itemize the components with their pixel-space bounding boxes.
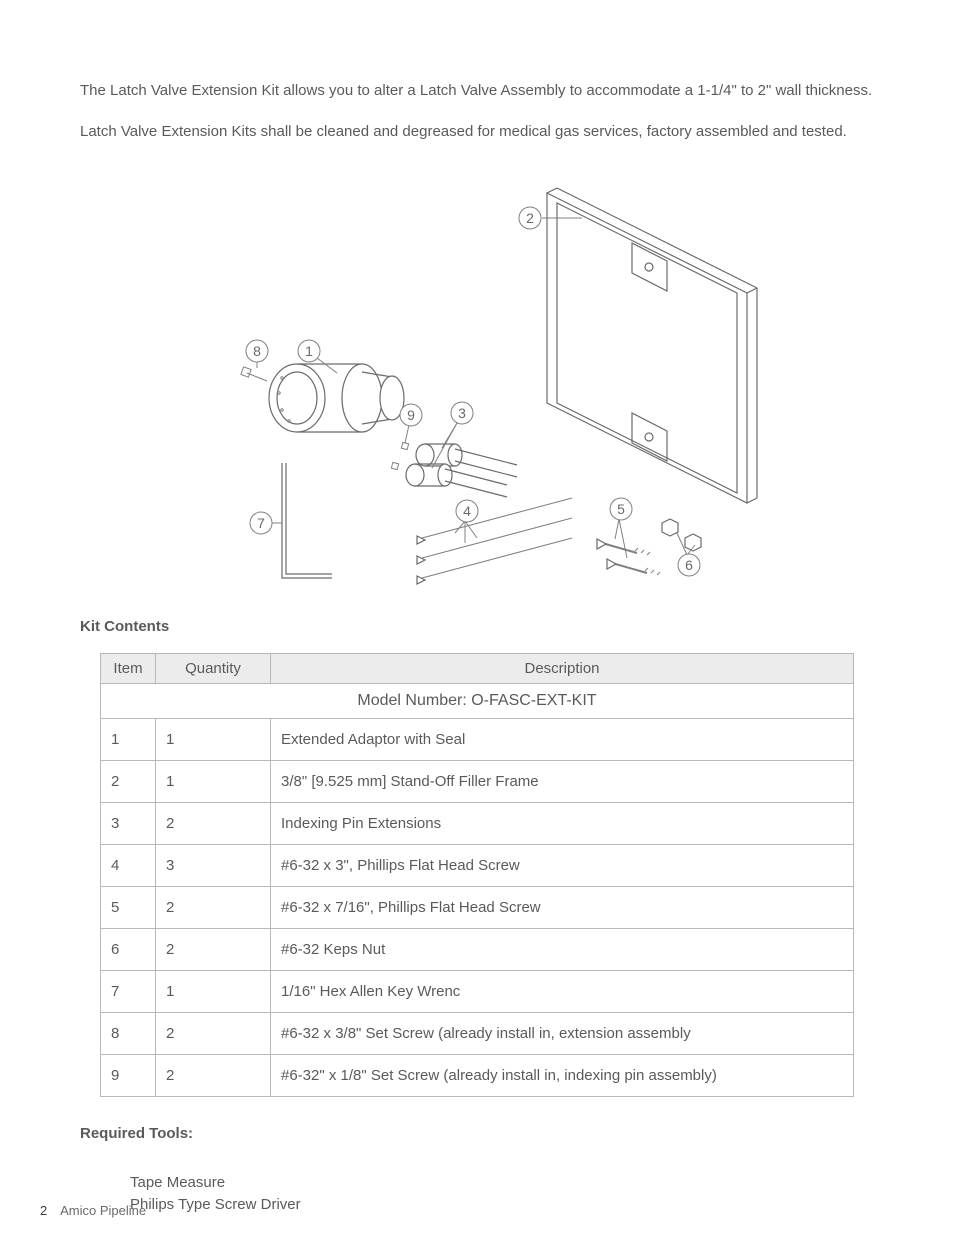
cell-desc: Extended Adaptor with Seal: [271, 719, 854, 761]
callout-4: 4: [463, 503, 471, 519]
exploded-diagram-container: 2 1 8 3 9 4: [60, 163, 894, 593]
cell-item: 9: [101, 1055, 156, 1097]
exploded-diagram: 2 1 8 3 9 4: [187, 163, 767, 593]
intro-block: The Latch Valve Extension Kit allows you…: [60, 80, 894, 143]
cell-qty: 2: [156, 1055, 271, 1097]
table-row: 6 2 #6-32 Keps Nut: [101, 929, 854, 971]
tool-item: Tape Measure: [130, 1172, 894, 1194]
cell-qty: 2: [156, 1013, 271, 1055]
cell-qty: 1: [156, 761, 271, 803]
cell-item: 1: [101, 719, 156, 761]
table-row: 2 1 3/8" [9.525 mm] Stand-Off Filler Fra…: [101, 761, 854, 803]
cell-desc: 3/8" [9.525 mm] Stand-Off Filler Frame: [271, 761, 854, 803]
callout-5: 5: [617, 501, 625, 517]
intro-paragraph-1: The Latch Valve Extension Kit allows you…: [60, 80, 894, 103]
table-row: 1 1 Extended Adaptor with Seal: [101, 719, 854, 761]
table-row: 7 1 1/16" Hex Allen Key Wrenc: [101, 971, 854, 1013]
required-tools-list: Tape Measure Philips Type Screw Driver: [60, 1160, 894, 1216]
intro-paragraph-2: Latch Valve Extension Kits shall be clea…: [60, 121, 894, 144]
cell-item: 6: [101, 929, 156, 971]
col-header-item: Item: [101, 654, 156, 684]
kit-contents-heading: Kit Contents: [80, 618, 894, 635]
cell-desc: #6-32 x 7/16", Phillips Flat Head Screw: [271, 887, 854, 929]
table-row: 5 2 #6-32 x 7/16", Phillips Flat Head Sc…: [101, 887, 854, 929]
tool-item: Philips Type Screw Driver: [130, 1194, 894, 1216]
callout-6: 6: [685, 557, 693, 573]
kit-contents-table: Model Number: O-FASC-EXT-KIT Item Quanti…: [100, 653, 854, 1097]
cell-item: 2: [101, 761, 156, 803]
callout-9: 9: [407, 407, 415, 423]
cell-item: 5: [101, 887, 156, 929]
table-row: 8 2 #6-32 x 3/8" Set Screw (already inst…: [101, 1013, 854, 1055]
page-footer: 2 Amico Pipeline: [40, 1203, 146, 1218]
callout-1: 1: [305, 343, 313, 359]
cell-qty: 2: [156, 803, 271, 845]
callout-3: 3: [458, 405, 466, 421]
cell-desc: #6-32" x 1/8" Set Screw (already install…: [271, 1055, 854, 1097]
table-row: 3 2 Indexing Pin Extensions: [101, 803, 854, 845]
table-model-row: Model Number: O-FASC-EXT-KIT: [101, 684, 854, 719]
cell-desc: #6-32 Keps Nut: [271, 929, 854, 971]
cell-qty: 2: [156, 887, 271, 929]
cell-desc: #6-32 x 3", Phillips Flat Head Screw: [271, 845, 854, 887]
cell-item: 7: [101, 971, 156, 1013]
table-row: 4 3 #6-32 x 3", Phillips Flat Head Screw: [101, 845, 854, 887]
required-tools-heading: Required Tools:: [80, 1125, 894, 1142]
col-header-description: Description: [271, 654, 854, 684]
page-number: 2: [40, 1203, 47, 1218]
cell-qty: 3: [156, 845, 271, 887]
col-header-quantity: Quantity: [156, 654, 271, 684]
callout-7: 7: [257, 515, 265, 531]
table-row: 9 2 #6-32" x 1/8" Set Screw (already ins…: [101, 1055, 854, 1097]
cell-desc: #6-32 x 3/8" Set Screw (already install …: [271, 1013, 854, 1055]
cell-desc: Indexing Pin Extensions: [271, 803, 854, 845]
cell-item: 3: [101, 803, 156, 845]
cell-qty: 2: [156, 929, 271, 971]
callout-2: 2: [526, 210, 534, 226]
footer-doc-name: Amico Pipeline: [60, 1203, 146, 1218]
cell-qty: 1: [156, 719, 271, 761]
cell-item: 8: [101, 1013, 156, 1055]
table-header-row: Item Quantity Description: [101, 654, 854, 684]
cell-desc: 1/16" Hex Allen Key Wrenc: [271, 971, 854, 1013]
cell-item: 4: [101, 845, 156, 887]
cell-qty: 1: [156, 971, 271, 1013]
model-number-cell: Model Number: O-FASC-EXT-KIT: [101, 684, 854, 719]
callout-8: 8: [253, 343, 261, 359]
